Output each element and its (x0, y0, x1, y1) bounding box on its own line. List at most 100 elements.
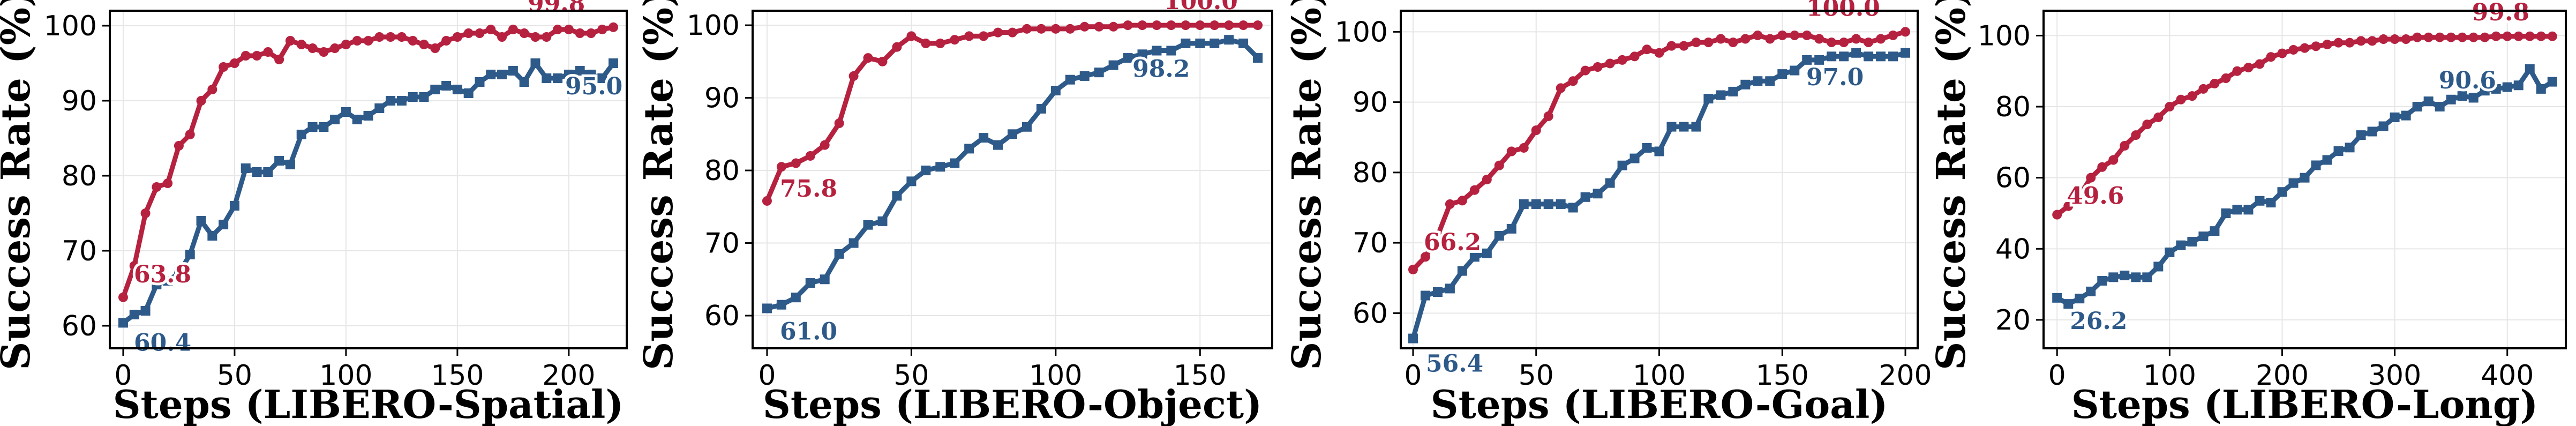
data-point (1642, 143, 1652, 153)
data-point (163, 276, 173, 286)
data-point (2491, 31, 2501, 41)
data-point (207, 85, 217, 94)
data-point (274, 55, 284, 64)
data-point (805, 151, 815, 161)
x-tick-label: 0 (2048, 360, 2066, 392)
data-label: 97.0 (1806, 64, 1864, 91)
data-point (979, 133, 989, 143)
data-point (993, 140, 1003, 150)
data-point (877, 56, 888, 66)
data-point (964, 31, 974, 41)
x-tick-label: 400 (2481, 360, 2534, 392)
x-tick-label: 300 (2368, 360, 2421, 392)
data-point (1137, 49, 1147, 59)
data-label: 63.8 (134, 261, 191, 288)
data-point (906, 31, 917, 41)
data-point (1457, 196, 1467, 206)
x-tick-label: 150 (431, 360, 484, 392)
data-point (296, 130, 306, 139)
data-point (2480, 32, 2490, 42)
data-point (2131, 272, 2141, 282)
data-point (129, 261, 139, 271)
x-axis-label: Steps (LIBERO-Long) (2071, 382, 2539, 426)
plot-frame (2042, 10, 2567, 349)
data-point (2288, 44, 2299, 55)
data-point (2165, 102, 2175, 112)
data-point (2243, 63, 2254, 73)
data-point (1420, 252, 1430, 262)
x-tick-label: 0 (758, 360, 776, 392)
data-point (1079, 21, 1090, 32)
data-point (1790, 65, 1800, 76)
data-point (553, 73, 563, 83)
data-point (2120, 141, 2130, 151)
data-point (1543, 111, 1553, 121)
data-point (441, 36, 452, 46)
data-label: 60.4 (134, 329, 191, 356)
y-axis-label: Success Rate (%) (636, 0, 682, 370)
data-point (575, 28, 585, 38)
data-point (1556, 199, 1566, 209)
data-point (307, 43, 318, 53)
y-tick-label: 80 (1353, 157, 1388, 189)
data-point (2322, 155, 2332, 165)
data-point (2277, 48, 2287, 58)
data-point (1691, 122, 1701, 132)
data-point (229, 201, 239, 211)
data-point (906, 176, 917, 186)
data-point (2086, 173, 2096, 183)
data-point (352, 36, 362, 46)
plot-frame (109, 10, 628, 349)
data-point (1901, 27, 1911, 37)
data-point (2480, 86, 2490, 96)
data-point (408, 92, 418, 102)
data-point (892, 191, 902, 201)
data-label: 99.8 (2472, 0, 2529, 26)
data-point (2198, 84, 2209, 94)
data-point (408, 36, 418, 46)
data-point (1716, 34, 1726, 44)
data-point (1238, 38, 1249, 48)
data-label: 66.2 (1424, 229, 1481, 256)
data-point (363, 111, 373, 121)
data-point (341, 40, 351, 49)
data-point (1777, 69, 1788, 79)
data-point (2513, 31, 2524, 41)
x-tick-label: 100 (2143, 360, 2196, 392)
data-point (1777, 30, 1788, 40)
data-point (1519, 199, 1529, 209)
data-point (530, 58, 540, 68)
data-point (863, 53, 873, 63)
x-tick-label: 100 (1029, 360, 1082, 392)
data-point (935, 38, 945, 48)
data-point (935, 162, 945, 172)
data-point (2435, 32, 2445, 42)
x-tick-label: 0 (114, 360, 132, 392)
y-tick-label: 100 (1978, 20, 2031, 52)
data-label: 56.4 (1426, 350, 1483, 378)
data-point (586, 70, 596, 79)
data-point (2221, 73, 2231, 83)
data-point (2547, 31, 2557, 41)
data-point (1728, 86, 1738, 96)
data-point (463, 88, 474, 98)
data-point (762, 196, 772, 206)
data-point (2513, 80, 2524, 91)
data-point (834, 249, 844, 259)
data-point (1108, 21, 1118, 32)
data-point (140, 208, 151, 218)
data-point (1494, 160, 1504, 170)
y-tick-label: 60 (62, 310, 97, 342)
data-point (1519, 143, 1529, 153)
data-point (519, 28, 529, 38)
y-tick-label: 70 (62, 235, 97, 267)
data-point (2390, 112, 2400, 122)
data-point (2356, 130, 2366, 140)
data-point (530, 32, 540, 42)
data-point (848, 238, 859, 248)
data-point (2277, 187, 2287, 197)
data-point (575, 66, 585, 76)
data-point (1691, 38, 1701, 48)
data-point (486, 70, 496, 79)
data-point (1181, 38, 1191, 48)
